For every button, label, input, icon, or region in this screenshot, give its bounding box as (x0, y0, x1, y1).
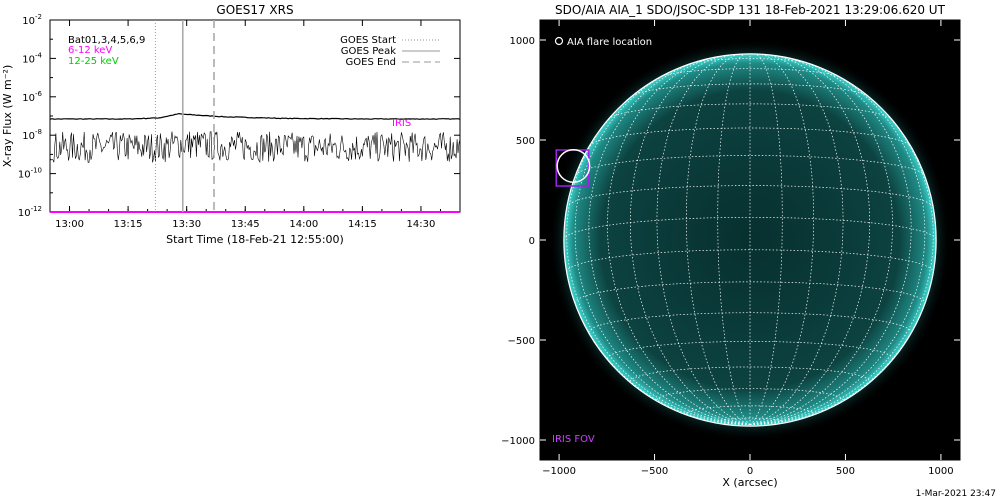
grid-latitude-line (574, 281, 926, 304)
grid-longitude-line (685, 53, 751, 426)
aia-x-tick-label: 0 (747, 466, 753, 477)
goes-x-tick-label: 13:15 (114, 219, 143, 230)
sun-disk (563, 53, 937, 427)
aia-image-content (548, 38, 952, 442)
aia-y-tick-label: −500 (508, 336, 535, 347)
aia-y-ticks: −1000 −500 0 500 1000 (501, 36, 960, 447)
aia-plot-title: SDO/AIA AIA_1 SDO/JSOC-SDP 131 18-Feb-20… (555, 3, 946, 17)
aia-flare-location-circle (556, 149, 591, 183)
iris-fov-label: IRIS FOV (552, 434, 595, 445)
grid-latitude-line (607, 341, 893, 359)
grid-longitude-line (566, 87, 751, 426)
goes-y-tick-label: 10-2 (22, 13, 42, 27)
legend-channel-12-25kev: 12-25 keV (68, 56, 119, 67)
goes-x-tick-label: 13:00 (55, 219, 84, 230)
grid-latitude-line (607, 103, 893, 120)
goes-plot-frame (49, 19, 461, 213)
goes-y-tick-label: 10-6 (22, 90, 42, 104)
grid-longitude-line (607, 55, 751, 426)
goes-short-channel-line (49, 131, 461, 163)
grid-latitude-line (589, 127, 911, 146)
grid-longitude-line (749, 53, 815, 426)
goes-x-tick-label: 13:30 (172, 219, 201, 230)
flare-legend-label: AIA flare location (567, 37, 652, 48)
aia-x-axis-label: X (arcsec) (722, 476, 777, 489)
grid-latitude-line (630, 366, 870, 382)
flare-legend-icon (554, 36, 564, 46)
aia-y-tick-label: 1000 (510, 36, 535, 47)
aia-y-tick-label: 0 (529, 236, 535, 247)
goes-plot-area (49, 19, 461, 213)
aia-image-panel: SDO/AIA AIA_1 SDO/JSOC-SDP 131 18-Feb-20… (501, 3, 961, 489)
goes-x-tick-label: 14:00 (289, 219, 318, 230)
goes-event-markers (154, 20, 215, 212)
goes-x-tick-label: 14:30 (407, 219, 436, 230)
sun-limb-outline (563, 53, 937, 427)
goes-y-tick-label: 10-12 (18, 205, 42, 219)
aia-x-tick-label: 1000 (928, 466, 953, 477)
goes-y-tick-label: 10-8 (22, 128, 42, 142)
goes-y-tick-label: 10-4 (22, 51, 42, 65)
aia-x-tick-label: 500 (836, 466, 855, 477)
goes-long-channel-line (49, 112, 461, 120)
goes-y-tick-label: 10-10 (18, 167, 42, 181)
goes-x-tick-label: 14:15 (348, 219, 377, 230)
generation-timestamp: 1-Mar-2021 23:47 (916, 489, 996, 499)
goes-channel-legend: Bat01,3,4,5,6,9 6-12 keV 12-25 keV (68, 35, 145, 67)
grid-longitude-line (749, 55, 893, 426)
goes-series-layer (49, 112, 461, 213)
goes-plot-title: GOES17 XRS (216, 3, 293, 17)
goes-x-ticks: 13:00 13:15 13:30 13:45 14:00 14:15 14:30 (49, 20, 461, 230)
grid-longitude-line (749, 87, 934, 426)
grid-longitude-line (656, 54, 751, 426)
legend-channel-6-12kev: 6-12 keV (68, 45, 112, 56)
grid-longitude-line (749, 54, 844, 426)
goes-event-legend: GOES Start GOES Peak GOES End (340, 35, 440, 68)
goes-x-tick-label: 13:45 (231, 219, 260, 230)
goes-y-axis-label: X-ray Flux (W m⁻²) (1, 65, 14, 167)
grid-latitude-line (690, 58, 810, 65)
aia-x-tick-label: −1000 (542, 466, 576, 477)
goes-x-axis-label: Start Time (18-Feb-21 12:55:00) (166, 233, 344, 246)
aia-x-ticks: −1000 −500 0 500 1000 (542, 20, 954, 477)
legend-goes-peak: GOES Peak (341, 46, 396, 57)
legend-channel-bat: Bat01,3,4,5,6,9 (68, 35, 145, 46)
goes-xrs-panel: GOES17 XRS 10-2 10-4 10-6 10-8 10-10 10-12 13… (1, 3, 461, 246)
aia-y-tick-label: 500 (516, 136, 535, 147)
legend-goes-end: GOES End (346, 57, 396, 68)
aia-x-tick-label: −500 (641, 466, 668, 477)
legend-goes-start: GOES Start (340, 35, 396, 46)
aia-y-tick-label: −1000 (501, 436, 535, 447)
grid-longitude-line (588, 57, 751, 426)
grid-longitude-line (749, 57, 912, 426)
goes-iris-marker-label: IRIS (392, 118, 411, 129)
